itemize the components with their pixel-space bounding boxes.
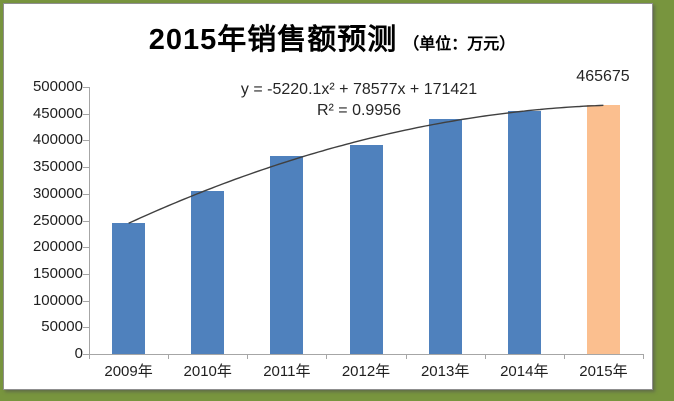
y-axis-label: 200000 [32, 238, 83, 256]
x-axis-label-2015年: 2015年 [579, 363, 628, 380]
x-axis-tick [247, 355, 249, 359]
x-axis-tick [405, 355, 407, 359]
x-axis-tick [168, 355, 170, 359]
x-axis-tick [326, 355, 328, 359]
trendline-equation: y = -5220.1x² + 78577x + 171421 [240, 81, 478, 98]
y-axis-label: 350000 [32, 158, 83, 176]
y-axis-tick [83, 193, 89, 195]
x-axis-label-2013年: 2013年 [420, 363, 470, 380]
chart-panel: 2015年销售额预测 （单位：万元） y = -5220.1x² + 78577x… [3, 3, 653, 390]
y-axis-tick [83, 167, 89, 169]
bar-2010年[interactable] [191, 191, 225, 354]
y-axis-label: 400000 [32, 131, 83, 149]
bar-2012年[interactable] [349, 144, 383, 354]
y-axis-label: 0 [74, 345, 83, 362]
x-axis-label-2010年: 2010年 [183, 363, 232, 380]
chart-title: 2015年销售额预测 （单位：万元） [7, 16, 657, 58]
y-axis-tick [83, 300, 89, 302]
x-axis-label-2011年: 2011年 [263, 363, 311, 380]
bar-2015年[interactable] [586, 105, 620, 354]
y-axis-tick [83, 140, 89, 142]
y-axis-tick [83, 273, 89, 275]
y-axis-tick [83, 327, 89, 329]
x-axis-label-2014年: 2014年 [500, 363, 549, 380]
x-axis-tick [89, 355, 90, 359]
y-axis-label: 50000 [41, 318, 83, 336]
y-axis-tick [83, 220, 89, 222]
chart-title-text: 2015年销售额预测 [148, 24, 398, 56]
x-axis-label-2012年: 2012年 [341, 363, 391, 380]
bar-2013年[interactable] [428, 119, 462, 354]
bar-2011年[interactable] [270, 155, 304, 354]
y-axis-label: 100000 [32, 291, 83, 309]
forecast-value-label: 465675 [576, 68, 630, 85]
bar-2014年[interactable] [507, 111, 541, 354]
y-axis-tick [83, 87, 89, 88]
x-axis-tick [484, 355, 486, 359]
y-axis-label: 300000 [32, 184, 83, 202]
y-axis-tick [83, 354, 89, 355]
chart-title-unit: （单位：万元） [403, 36, 516, 53]
y-axis-label: 250000 [32, 211, 83, 229]
x-axis-tick [563, 355, 565, 359]
y-axis-tick [83, 247, 89, 249]
plot-area [89, 87, 644, 355]
y-axis-label: 450000 [32, 104, 83, 122]
x-axis-tick [643, 355, 644, 359]
y-axis-label: 150000 [32, 264, 83, 282]
x-axis-label-2009年: 2009年 [104, 363, 153, 380]
bar-2009年[interactable] [112, 223, 146, 354]
y-axis-label: 500000 [32, 78, 83, 95]
y-axis-tick [83, 113, 89, 115]
